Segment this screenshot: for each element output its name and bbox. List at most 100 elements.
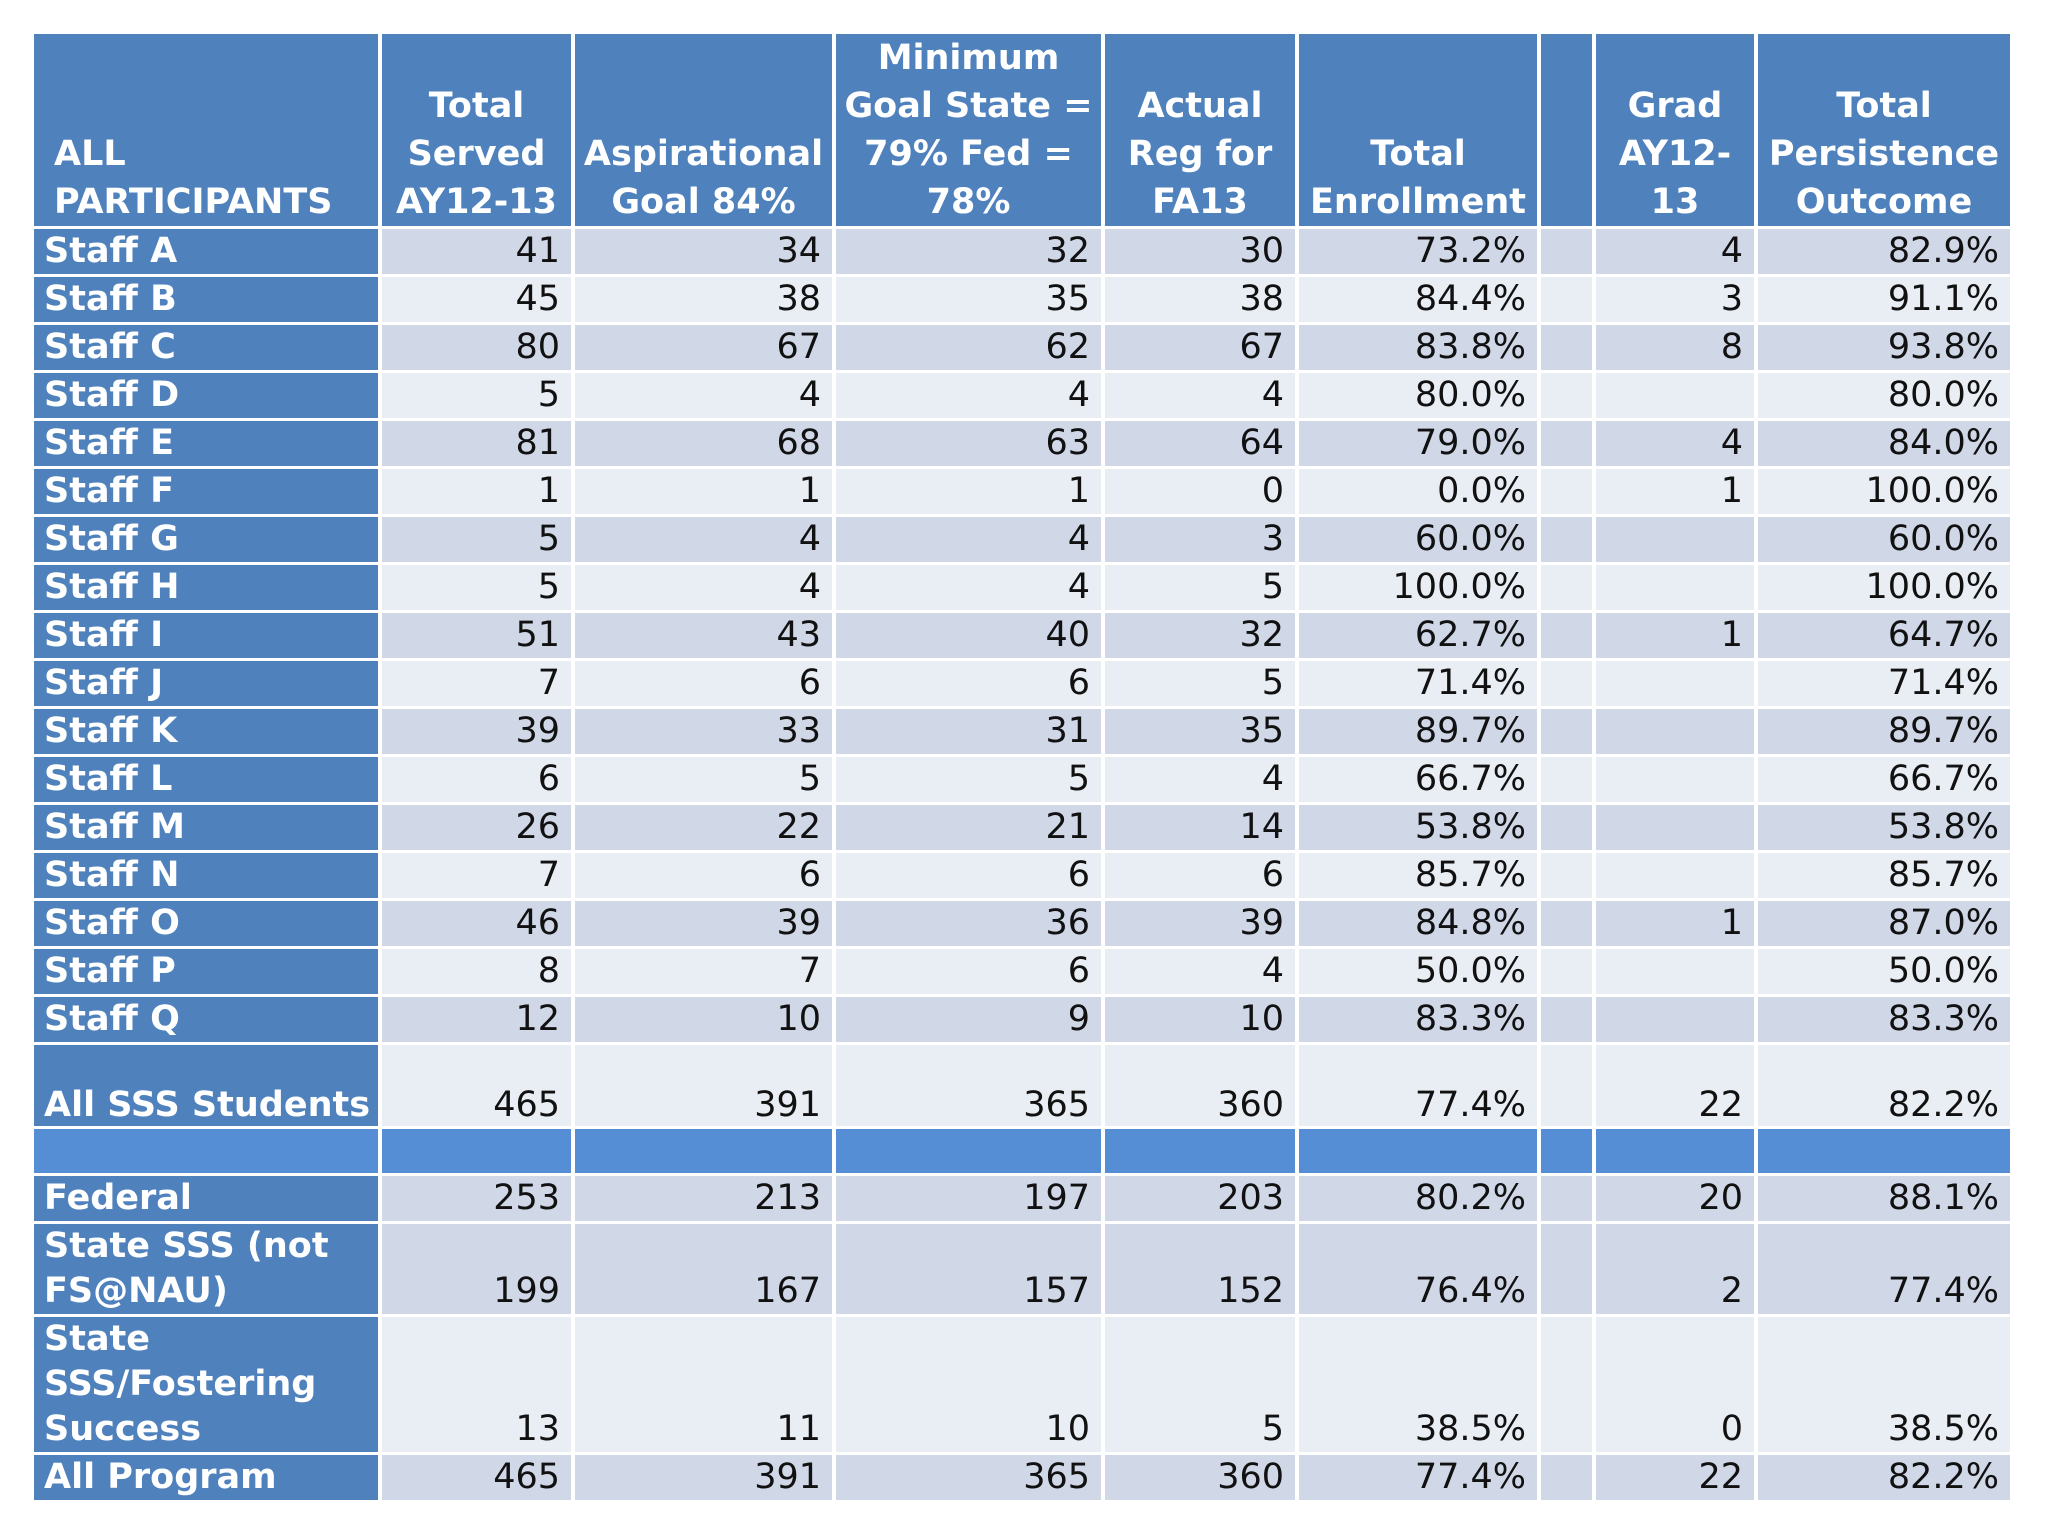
row-label: All SSS Students: [34, 1045, 378, 1126]
total-persistence-cell: 100.0%: [1758, 469, 2010, 514]
column-header-aspirational-goal: Aspirational Goal 84%: [575, 34, 832, 226]
total-enrollment-cell: 84.8%: [1299, 901, 1537, 946]
minimum-goal-cell: 157: [836, 1224, 1101, 1314]
header-row: ALL PARTICIPANTS Total Served AY12-13 As…: [34, 34, 2010, 226]
actual-reg-cell: 4: [1105, 949, 1295, 994]
actual-reg-cell: 6: [1105, 853, 1295, 898]
table-row: Staff M 26 22 21 14 53.8% 53.8%: [34, 805, 2010, 850]
grad-cell: [1596, 1129, 1754, 1173]
row-label: Staff F: [34, 469, 378, 514]
total-enrollment-cell: 60.0%: [1299, 517, 1537, 562]
spacer-cell: [1541, 469, 1592, 514]
aspirational-goal-cell: [575, 1129, 832, 1173]
total-enrollment-cell: 66.7%: [1299, 757, 1537, 802]
minimum-goal-cell: 6: [836, 949, 1101, 994]
total-served-cell: 253: [382, 1176, 571, 1221]
total-enrollment-cell: 83.3%: [1299, 997, 1537, 1042]
total-enrollment-cell: 79.0%: [1299, 421, 1537, 466]
total-persistence-cell: 82.2%: [1758, 1045, 2010, 1126]
total-persistence-cell: 77.4%: [1758, 1224, 2010, 1314]
spacer-cell: [1541, 757, 1592, 802]
grad-cell: 4: [1596, 421, 1754, 466]
row-label: Staff D: [34, 373, 378, 418]
actual-reg-cell: 32: [1105, 613, 1295, 658]
spacer-cell: [1541, 1224, 1592, 1314]
total-persistence-cell: 84.0%: [1758, 421, 2010, 466]
column-header-actual-reg: Actual Reg for FA13: [1105, 34, 1295, 226]
table-row: Staff N 7 6 6 6 85.7% 85.7%: [34, 853, 2010, 898]
program-row: State SSS/Fostering Success 13 11 10 5 38.5% 0…: [34, 1317, 2010, 1452]
total-served-cell: 465: [382, 1045, 571, 1126]
grad-cell: [1596, 661, 1754, 706]
total-served-cell: 46: [382, 901, 571, 946]
total-served-cell: 5: [382, 373, 571, 418]
aspirational-goal-cell: 391: [575, 1455, 832, 1500]
table-row: Staff I 51 43 40 32 62.7% 1 64.7%: [34, 613, 2010, 658]
total-persistence-cell: 87.0%: [1758, 901, 2010, 946]
total-persistence-cell: 89.7%: [1758, 709, 2010, 754]
total-enrollment-cell: 85.7%: [1299, 853, 1537, 898]
minimum-goal-cell: [836, 1129, 1101, 1173]
total-enrollment-cell: 71.4%: [1299, 661, 1537, 706]
total-persistence-cell: 66.7%: [1758, 757, 2010, 802]
spacer-cell: [1541, 1129, 1592, 1173]
total-persistence-cell: 88.1%: [1758, 1176, 2010, 1221]
table-row: Staff D 5 4 4 4 80.0% 80.0%: [34, 373, 2010, 418]
row-label: Staff L: [34, 757, 378, 802]
grad-cell: 1: [1596, 613, 1754, 658]
row-label: Staff J: [34, 661, 378, 706]
aspirational-goal-cell: 34: [575, 229, 832, 274]
spacer-cell: [1541, 709, 1592, 754]
total-served-cell: 465: [382, 1455, 571, 1500]
spacer-cell: [1541, 613, 1592, 658]
minimum-goal-cell: 36: [836, 901, 1101, 946]
aspirational-goal-cell: 167: [575, 1224, 832, 1314]
grad-cell: [1596, 805, 1754, 850]
spacer-cell: [1541, 901, 1592, 946]
grad-cell: [1596, 373, 1754, 418]
row-label: Staff H: [34, 565, 378, 610]
table-row: Staff H 5 4 4 5 100.0% 100.0%: [34, 565, 2010, 610]
column-header-total-enrollment: Total Enrollment: [1299, 34, 1537, 226]
grad-cell: 20: [1596, 1176, 1754, 1221]
column-header-total-served: Total Served AY12-13: [382, 34, 571, 226]
spacer-cell: [1541, 997, 1592, 1042]
table-row: Staff F 1 1 1 0 0.0% 1 100.0%: [34, 469, 2010, 514]
minimum-goal-cell: 62: [836, 325, 1101, 370]
program-row: All Program 465 391 365 360 77.4% 22 82.2%: [34, 1455, 2010, 1500]
table-row: Staff C 80 67 62 67 83.8% 8 93.8%: [34, 325, 2010, 370]
aspirational-goal-cell: 4: [575, 517, 832, 562]
spacer-cell: [1541, 1045, 1592, 1126]
aspirational-goal-cell: 1: [575, 469, 832, 514]
column-header-spacer: [1541, 34, 1592, 226]
minimum-goal-cell: 40: [836, 613, 1101, 658]
spacer-cell: [1541, 805, 1592, 850]
actual-reg-cell: 5: [1105, 1317, 1295, 1452]
aspirational-goal-cell: 5: [575, 757, 832, 802]
total-persistence-cell: 53.8%: [1758, 805, 2010, 850]
column-header-participants: ALL PARTICIPANTS: [34, 34, 378, 226]
actual-reg-cell: 360: [1105, 1045, 1295, 1126]
row-label: Staff E: [34, 421, 378, 466]
table-row: Staff O 46 39 36 39 84.8% 1 87.0%: [34, 901, 2010, 946]
aspirational-goal-cell: 4: [575, 373, 832, 418]
grad-cell: 4: [1596, 229, 1754, 274]
all-sss-total-row: All SSS Students 465 391 365 360 77.4% 22 82.2%: [34, 1045, 2010, 1126]
program-row: State SSS (not FS@NAU) 199 167 157 152 76.4% 2…: [34, 1224, 2010, 1314]
actual-reg-cell: 0: [1105, 469, 1295, 514]
total-served-cell: 6: [382, 757, 571, 802]
aspirational-goal-cell: 22: [575, 805, 832, 850]
table-row: Staff E 81 68 63 64 79.0% 4 84.0%: [34, 421, 2010, 466]
total-served-cell: 7: [382, 661, 571, 706]
row-label: Staff P: [34, 949, 378, 994]
aspirational-goal-cell: 10: [575, 997, 832, 1042]
minimum-goal-cell: 6: [836, 853, 1101, 898]
actual-reg-cell: 152: [1105, 1224, 1295, 1314]
spacer-cell: [1541, 1317, 1592, 1452]
spacer-cell: [1541, 373, 1592, 418]
aspirational-goal-cell: 7: [575, 949, 832, 994]
actual-reg-cell: 14: [1105, 805, 1295, 850]
total-enrollment-cell: 84.4%: [1299, 277, 1537, 322]
aspirational-goal-cell: 33: [575, 709, 832, 754]
spacer-cell: [1541, 277, 1592, 322]
